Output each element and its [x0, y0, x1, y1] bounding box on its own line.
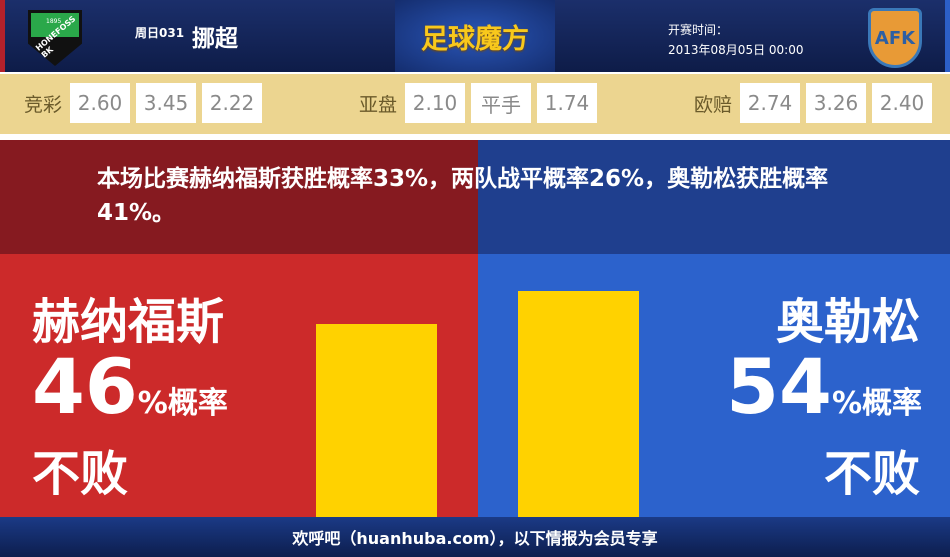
summary-panel: 本场比赛赫纳福斯获胜概率33%，两队战平概率26%，奥勒松获胜概率41%。 — [0, 140, 950, 254]
odds-group-jingcai: 竞彩 2.60 3.45 2.22 — [24, 83, 263, 123]
kickoff-time: 2013年08月05日 00:00 — [668, 43, 804, 57]
odds-value: 2.60 — [70, 83, 131, 123]
member-footer: 欢呼吧（huanhuba.com），以下情报为会员专享 — [0, 517, 950, 557]
match-round: 周日031 — [135, 26, 185, 40]
away-team-name: 奥勒松 — [775, 294, 920, 350]
odds-label: 亚盘 — [359, 93, 398, 116]
odds-bar: 竞彩 2.60 3.45 2.22 亚盘 2.10 平手 1.74 欧赔 2.7… — [0, 74, 950, 134]
odds-label: 竞彩 — [24, 93, 63, 116]
odds-value: 1.74 — [537, 83, 598, 123]
probability-chart: 赫纳福斯 46%概率 不败 奥勒松 54%概率 不败 — [0, 254, 950, 517]
odds-group-asian: 亚盘 2.10 平手 1.74 — [359, 83, 598, 123]
home-pct-value: 46 — [32, 342, 138, 431]
league-name: 挪超 — [192, 26, 238, 52]
odds-value: 平手 — [471, 83, 532, 123]
home-result: 不败 — [32, 446, 129, 502]
away-pct-value: 54 — [726, 342, 832, 431]
home-probability: 46%概率 — [32, 342, 228, 431]
home-pct-unit: %概率 — [137, 386, 228, 421]
odds-value: 2.22 — [202, 83, 263, 123]
home-team-name: 赫纳福斯 — [32, 294, 225, 350]
away-result: 不败 — [823, 446, 920, 502]
match-header: 1895 HONEFOSS BK 周日031 挪超 足球魔方 开赛时间： 201… — [0, 0, 950, 72]
odds-label: 欧赔 — [694, 93, 733, 116]
odds-value: 3.26 — [806, 83, 867, 123]
home-probability-bar — [316, 324, 437, 517]
home-team-badge: 1895 HONEFOSS BK — [28, 10, 82, 66]
odds-value: 2.10 — [405, 83, 466, 123]
away-team-badge: AFK — [868, 8, 922, 68]
away-probability: 54%概率 — [726, 342, 922, 431]
odds-value: 3.45 — [136, 83, 197, 123]
away-probability-bar — [518, 290, 639, 517]
home-color-strip — [0, 0, 5, 72]
kickoff-info: 开赛时间： 2013年08月05日 00:00 — [668, 20, 803, 60]
kickoff-label: 开赛时间： — [668, 23, 729, 37]
away-pct-unit: %概率 — [831, 386, 922, 421]
badge-year: 1895 — [46, 18, 62, 25]
away-color-strip — [945, 0, 950, 72]
summary-text: 本场比赛赫纳福斯获胜概率33%，两队战平概率26%，奥勒松获胜概率41%。 — [97, 166, 829, 226]
odds-group-euro: 欧赔 2.74 3.26 2.40 — [694, 83, 933, 123]
odds-value: 2.40 — [872, 83, 933, 123]
odds-value: 2.74 — [740, 83, 801, 123]
site-logo: 足球魔方 — [395, 0, 555, 72]
